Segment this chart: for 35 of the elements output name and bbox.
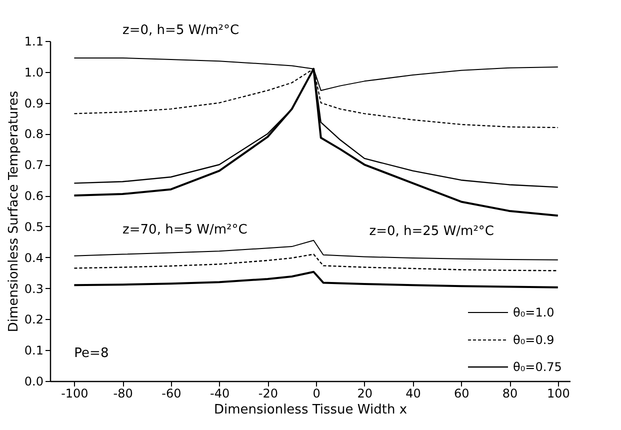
annotation: Pe=8 <box>74 346 109 362</box>
y-tick-label: 0.3 <box>24 282 44 296</box>
x-tick-label: 0 <box>312 386 320 400</box>
annotation: z=0, h=25 W/m²°C <box>369 224 494 240</box>
x-tick-label: -60 <box>162 386 182 400</box>
x-tick-label: -80 <box>113 386 133 400</box>
y-tick-label: 1.0 <box>24 65 44 80</box>
legend-label: θ₀=1.0 <box>513 306 554 320</box>
line-series <box>74 254 559 272</box>
legend-label: θ₀=0.9 <box>513 333 554 347</box>
y-tick-label: 0.1 <box>24 344 44 358</box>
x-tick-label: 20 <box>357 386 373 400</box>
text: z=0, h=5 W/m²°C <box>122 23 240 38</box>
y-tick-label: 0.6 <box>24 189 44 204</box>
x-tick-label: 40 <box>406 386 421 400</box>
x-tick-label: 100 <box>546 386 570 400</box>
y-tick-label: 0.5 <box>24 220 44 234</box>
y-axis-title: Dimensionless Surface Temperatures <box>6 90 22 332</box>
line-series <box>74 240 558 260</box>
x-axis-title: Dimensionless Tissue Width x <box>214 402 408 418</box>
annotation: z=70, h=5 W/m²°C <box>122 222 248 238</box>
y-tick-label: 0.8 <box>24 127 44 142</box>
y-tick-label: 0.4 <box>24 250 44 265</box>
x-tick-label: -100 <box>61 386 88 400</box>
x-tick-label: 80 <box>502 386 518 400</box>
line-series <box>73 270 559 288</box>
legend-label: θ₀=0.75 <box>513 360 562 374</box>
x-tick-label: -40 <box>210 386 230 400</box>
y-tick-label: 0.9 <box>24 96 44 110</box>
y-tick-label: 0.0 <box>24 374 44 388</box>
x-tick-label: -20 <box>258 386 278 400</box>
y-tick-label: 0.7 <box>24 158 44 172</box>
y-tick-label: 1.1 <box>24 34 44 48</box>
y-tick-label: 0.2 <box>24 312 44 327</box>
x-tick-label: 60 <box>454 386 470 400</box>
